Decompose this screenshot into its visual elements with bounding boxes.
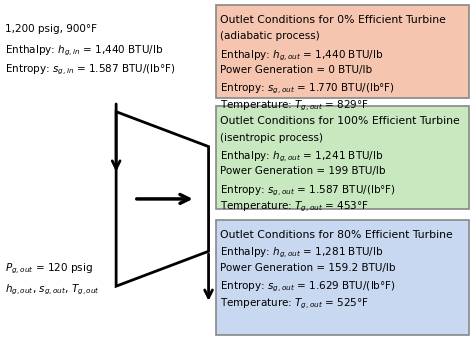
Text: Enthalpy: $h_{g,out}$ = 1,440 BTU/lb: Enthalpy: $h_{g,out}$ = 1,440 BTU/lb: [220, 48, 384, 62]
Text: Entropy: $s_{g,out}$ = 1.587 BTU/(lb°F): Entropy: $s_{g,out}$ = 1.587 BTU/(lb°F): [220, 183, 396, 198]
Text: Outlet Conditions for 80% Efficient Turbine: Outlet Conditions for 80% Efficient Turb…: [220, 230, 453, 240]
Text: Entropy: $s_{g,in}$ = 1.587 BTU/(lb°F): Entropy: $s_{g,in}$ = 1.587 BTU/(lb°F): [5, 63, 175, 77]
Text: Enthalpy: $h_{g,out}$ = 1,241 BTU/lb: Enthalpy: $h_{g,out}$ = 1,241 BTU/lb: [220, 149, 384, 164]
Text: Power Generation = 159.2 BTU/lb: Power Generation = 159.2 BTU/lb: [220, 263, 396, 273]
Text: Temperature: $T_{g,out}$ = 453°F: Temperature: $T_{g,out}$ = 453°F: [220, 200, 369, 215]
Text: Temperature: $T_{g,out}$ = 829°F: Temperature: $T_{g,out}$ = 829°F: [220, 99, 369, 113]
Text: Enthalpy: $h_{g,in}$ = 1,440 BTU/lb: Enthalpy: $h_{g,in}$ = 1,440 BTU/lb: [5, 44, 163, 58]
Text: Outlet Conditions for 0% Efficient Turbine: Outlet Conditions for 0% Efficient Turbi…: [220, 15, 447, 25]
Text: Entropy: $s_{g,out}$ = 1.629 BTU/(lb°F): Entropy: $s_{g,out}$ = 1.629 BTU/(lb°F): [220, 280, 396, 294]
FancyBboxPatch shape: [216, 5, 469, 98]
Text: Entropy: $s_{g,out}$ = 1.770 BTU/(lb°F): Entropy: $s_{g,out}$ = 1.770 BTU/(lb°F): [220, 82, 395, 96]
Text: Enthalpy: $h_{g,out}$ = 1,281 BTU/lb: Enthalpy: $h_{g,out}$ = 1,281 BTU/lb: [220, 246, 384, 260]
Text: $P_{g,out}$ = 120 psig: $P_{g,out}$ = 120 psig: [5, 262, 92, 276]
Text: (isentropic process): (isentropic process): [220, 133, 323, 142]
Text: Temperature: $T_{g,out}$ = 525°F: Temperature: $T_{g,out}$ = 525°F: [220, 297, 369, 311]
Text: $h_{g,out}$, $s_{g,out}$, $T_{g,out}$: $h_{g,out}$, $s_{g,out}$, $T_{g,out}$: [5, 283, 100, 297]
FancyBboxPatch shape: [216, 106, 469, 209]
Text: Outlet Conditions for 100% Efficient Turbine: Outlet Conditions for 100% Efficient Tur…: [220, 116, 460, 126]
FancyBboxPatch shape: [216, 220, 469, 335]
Text: Power Generation = 0 BTU/lb: Power Generation = 0 BTU/lb: [220, 65, 373, 75]
Text: (adiabatic process): (adiabatic process): [220, 31, 320, 41]
Text: 1,200 psig, 900°F: 1,200 psig, 900°F: [5, 24, 97, 35]
Text: Power Generation = 199 BTU/lb: Power Generation = 199 BTU/lb: [220, 166, 386, 176]
